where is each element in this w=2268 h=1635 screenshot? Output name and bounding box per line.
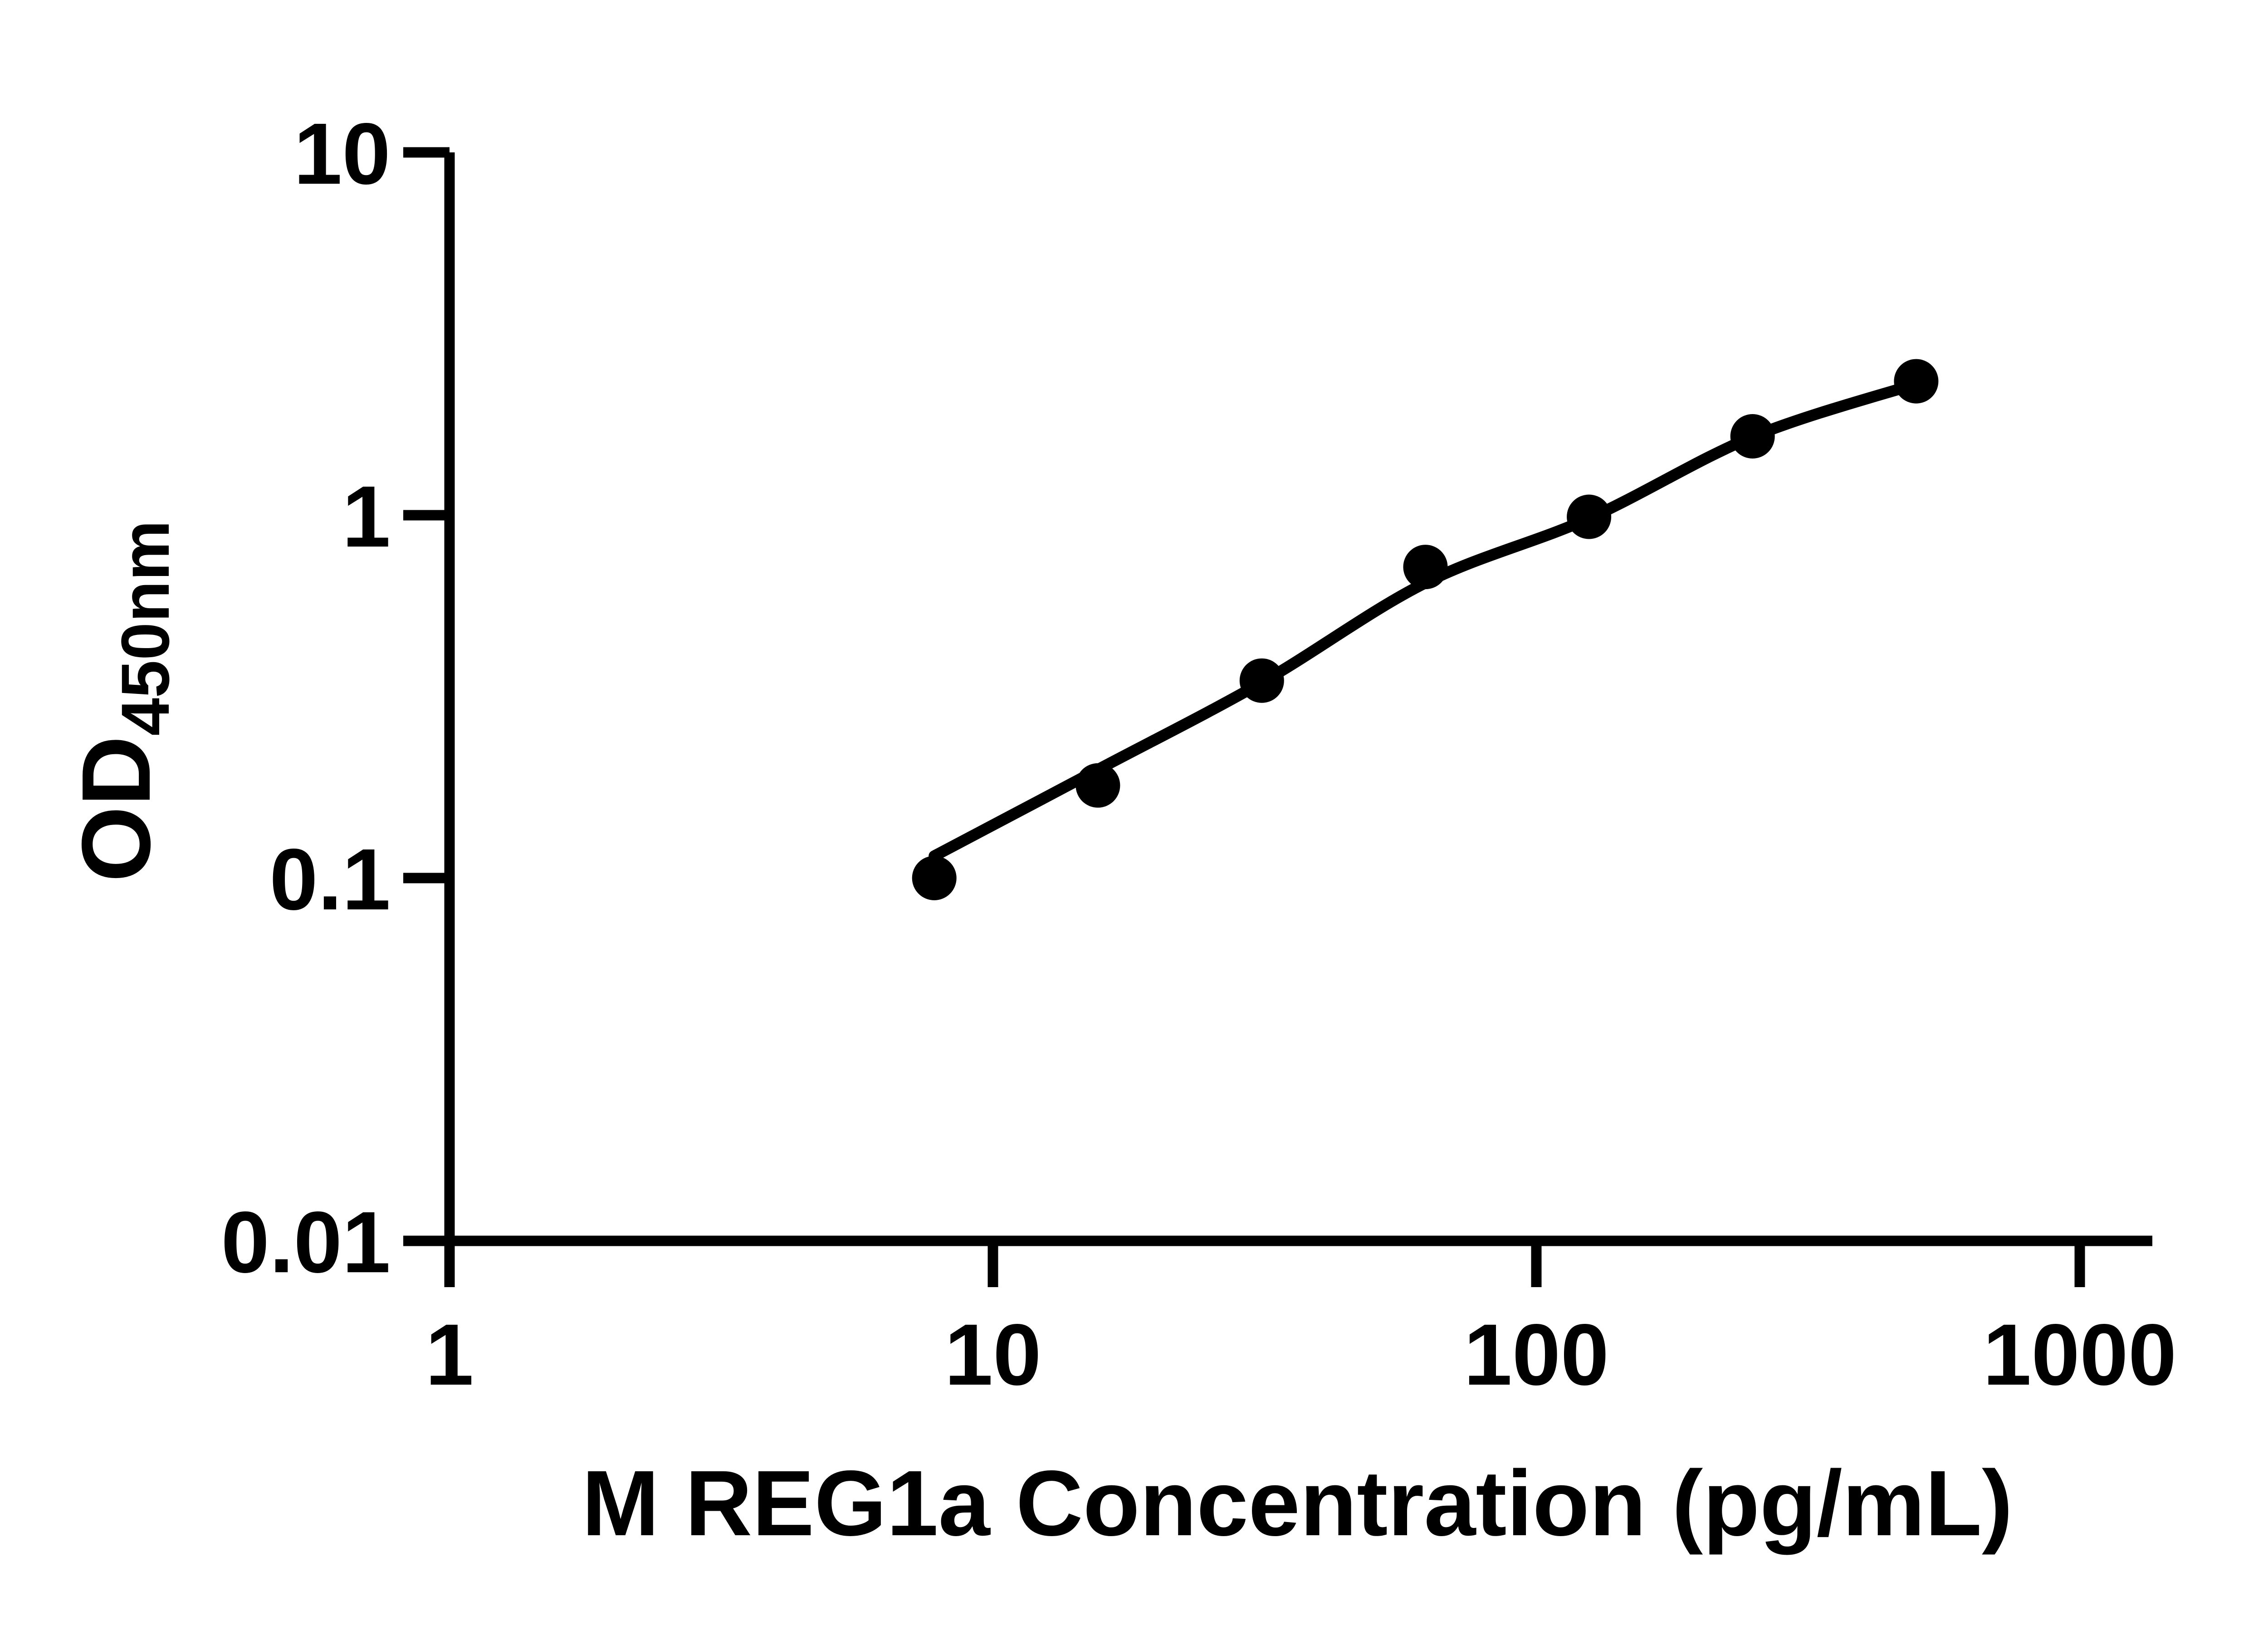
y-axis-title-subscript: 450nm <box>107 520 183 736</box>
x-tick-label: 1000 <box>1983 1306 2176 1403</box>
tick-labels: 10 1 0.1 0.01 1 10 100 1000 <box>221 105 2176 1403</box>
x-tick-label: 10 <box>944 1306 1041 1403</box>
y-axis-title: OD450nm <box>61 520 183 882</box>
y-tick-label: 10 <box>293 105 391 202</box>
x-axis-title: M REG1a Concentration (pg/mL) <box>582 1451 2013 1555</box>
data-point <box>1730 414 1775 459</box>
data-points <box>912 359 1939 900</box>
data-point <box>1403 545 1448 590</box>
data-point <box>912 856 957 900</box>
data-point <box>1239 658 1284 703</box>
y-axis-title-main: OD <box>61 736 171 882</box>
axes <box>403 147 2152 1287</box>
data-point <box>1894 359 1939 404</box>
x-tick-label: 1 <box>425 1306 474 1403</box>
y-tick-label: 0.01 <box>221 1193 391 1291</box>
y-tick-label: 1 <box>342 468 391 565</box>
data-point <box>1567 494 1612 539</box>
x-tick-label: 100 <box>1464 1306 1609 1403</box>
data-point <box>1075 763 1120 808</box>
y-tick-label: 0.1 <box>269 830 391 928</box>
